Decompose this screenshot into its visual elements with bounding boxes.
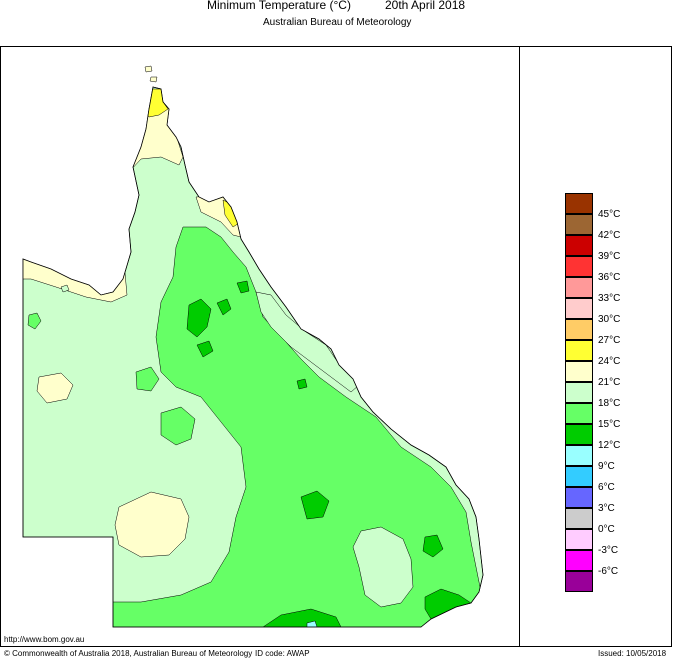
state-outline [22, 86, 484, 628]
legend-label: 15°C [598, 419, 621, 430]
legend-label: 33°C [598, 293, 621, 304]
legend-label: -3°C [598, 545, 619, 556]
zone-18c-south-east [352, 526, 414, 608]
legend-swatch [565, 298, 593, 319]
copyright-text: © Commonwealth of Australia 2018, Austra… [4, 649, 253, 658]
title-text: Minimum Temperature (°C) [207, 0, 351, 12]
legend-divider [519, 46, 520, 647]
zone-12c-c [216, 298, 232, 316]
bom-url-link[interactable]: http://www.bom.gov.au [4, 635, 85, 644]
legend-label: 24°C [598, 356, 621, 367]
legend-swatch [565, 550, 593, 571]
zone-15c-central-b [160, 406, 196, 446]
legend-label: 45°C [598, 209, 621, 220]
zone-21c-west-blob [36, 372, 74, 404]
legend-label: 42°C [598, 230, 621, 241]
legend-swatch [565, 529, 593, 550]
legend-swatch [565, 571, 593, 592]
legend-swatch [565, 319, 593, 340]
legend-swatch [565, 445, 593, 466]
legend-swatch [565, 403, 593, 424]
id-code-text: ID code: AWAP [255, 649, 310, 658]
zone-15c-central-a [135, 366, 160, 392]
legend-swatch [565, 193, 593, 214]
legend-swatch [565, 361, 593, 382]
legend-swatch [565, 487, 593, 508]
zone-12c-b [196, 340, 214, 358]
legend-label: 6°C [598, 482, 615, 493]
map-subtitle: Australian Bureau of Meteorology [263, 17, 412, 28]
legend-label: 39°C [598, 251, 621, 262]
legend-swatch [565, 466, 593, 487]
legend-swatch [565, 277, 593, 298]
queensland-temperature-map [22, 65, 484, 628]
zone-12c-d [236, 280, 250, 294]
legend-swatch [565, 256, 593, 277]
island-b [149, 76, 158, 83]
legend-label: 21°C [598, 377, 621, 388]
zone-15c-west-small [27, 312, 42, 330]
map-title: Minimum Temperature (°C) 20th April 2018 [0, 0, 674, 14]
zone-18c-coastal-strip [255, 291, 360, 393]
legend-swatch [565, 340, 593, 361]
legend-label: 12°C [598, 440, 621, 451]
zone-12c-i [262, 608, 342, 627]
island-c [60, 284, 70, 293]
legend-label: 18°C [598, 398, 621, 409]
zone-9c-small [306, 620, 318, 627]
zone-12c-e [296, 378, 308, 390]
legend-swatch [565, 382, 593, 403]
map-frame [0, 46, 672, 647]
legend-label: -6°C [598, 566, 619, 577]
title-date: 20th April 2018 [385, 0, 466, 12]
legend-label: 30°C [598, 314, 621, 325]
legend-label: 27°C [598, 335, 621, 346]
legend-label: 36°C [598, 272, 621, 283]
legend-swatch [565, 424, 593, 445]
legend-swatch [565, 214, 593, 235]
issued-date-text: Issued: 10/05/2018 [598, 649, 667, 658]
legend-label: 3°C [598, 503, 615, 514]
zone-12c-a [186, 298, 212, 338]
zone-12c-f [300, 490, 330, 520]
zone-12c-g [422, 534, 444, 558]
island-a [144, 65, 153, 73]
legend-label: 0°C [598, 524, 615, 535]
legend-swatch [565, 508, 593, 529]
zone-21c-south-west [114, 491, 190, 558]
legend-swatch [565, 235, 593, 256]
legend-label: 9°C [598, 461, 615, 472]
